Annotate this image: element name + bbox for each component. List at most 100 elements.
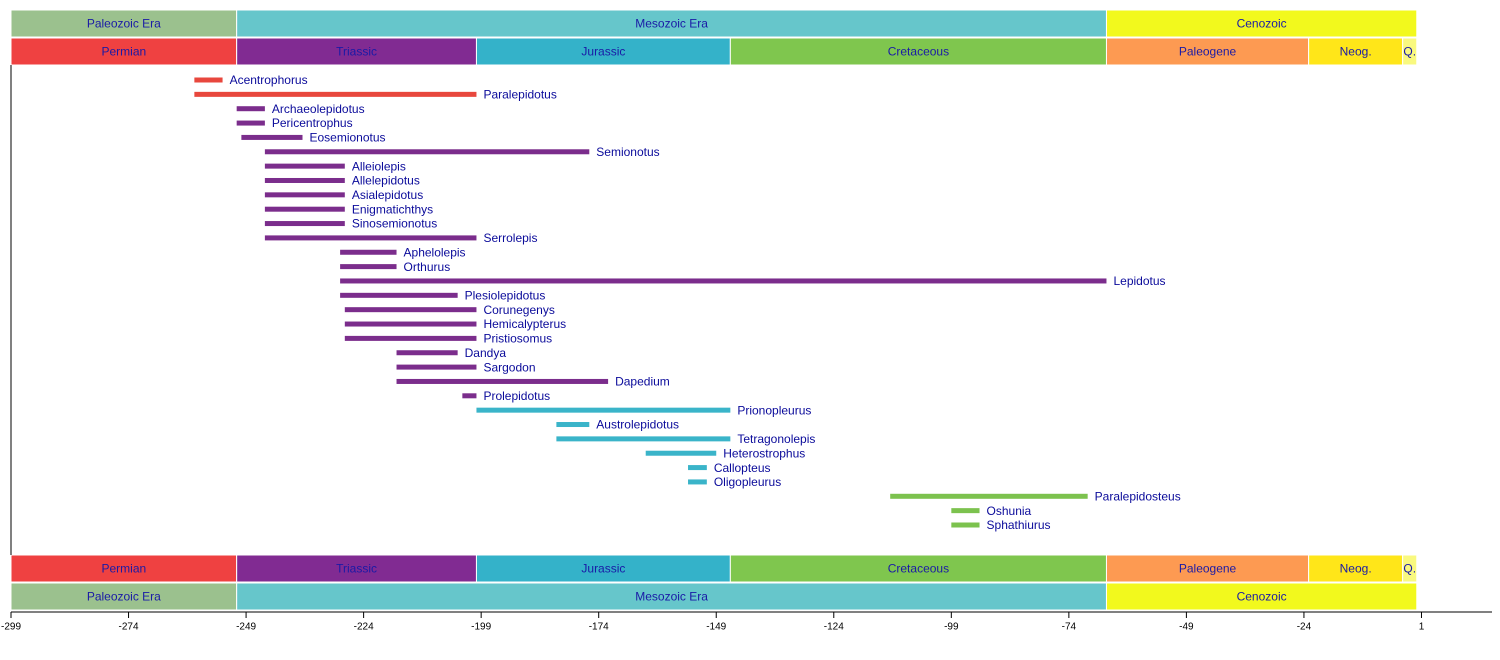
- range-bar: [645, 450, 717, 456]
- range-bar: [340, 292, 458, 298]
- bar-label: Plesiolepidotus: [465, 288, 546, 302]
- range-bar: [241, 134, 303, 140]
- range-bar: [396, 378, 609, 384]
- period-band-label: Q.: [1403, 45, 1416, 59]
- x-tick-label: -99: [944, 622, 959, 633]
- range-bar: [396, 364, 477, 370]
- x-tick-label: -224: [354, 622, 374, 633]
- period-band: [10, 554, 238, 583]
- period-band-label: Neog.: [1340, 562, 1372, 576]
- bar-label: Enigmatichthys: [352, 202, 433, 216]
- era-band-label: Mesozoic Era: [635, 590, 708, 604]
- range-bar: [340, 278, 1107, 284]
- era-band: [236, 9, 1107, 38]
- bar-label: Asialepidotus: [352, 188, 423, 202]
- bar-label: Sargodon: [483, 360, 535, 374]
- range-bar: [236, 120, 265, 126]
- bar-label: Dandya: [465, 346, 507, 360]
- period-band-label: Permian: [101, 562, 146, 576]
- bar-label: Acentrophorus: [230, 73, 308, 87]
- bar-label: Eosemionotus: [309, 131, 385, 145]
- x-tick-label: -199: [471, 622, 491, 633]
- bar-label: Oligopleurus: [714, 475, 781, 489]
- x-tick-label: -299: [1, 622, 21, 633]
- era-band-label: Paleozoic Era: [87, 17, 161, 31]
- era-band: [1105, 9, 1418, 38]
- range-bar: [344, 307, 477, 313]
- x-tick-label: 1: [1419, 622, 1425, 633]
- bar-label: Sinosemionotus: [352, 217, 437, 231]
- period-band-label: Paleogene: [1179, 562, 1237, 576]
- era-band: [1105, 582, 1418, 611]
- bar-label: Prionopleurus: [737, 403, 811, 417]
- range-bar: [688, 479, 707, 485]
- bar-label: Serrolepis: [483, 231, 537, 245]
- period-band-label: Neog.: [1340, 45, 1372, 59]
- range-bar: [236, 106, 265, 112]
- era-band-label: Mesozoic Era: [635, 17, 708, 31]
- period-band: [236, 554, 477, 583]
- range-bar: [462, 393, 477, 399]
- bar-label: Pericentrophus: [272, 116, 353, 130]
- period-band: [729, 37, 1107, 66]
- bar-label: Semionotus: [596, 145, 659, 159]
- range-bar: [396, 350, 458, 356]
- period-band-label: Cretaceous: [888, 45, 949, 59]
- bar-label: Paralepidotus: [483, 88, 556, 102]
- era-band: [236, 582, 1107, 611]
- range-bar: [344, 321, 477, 327]
- x-tick-label: -174: [589, 622, 609, 633]
- bar-label: Allelepidotus: [352, 174, 420, 188]
- bar-label: Hemicalypterus: [483, 317, 566, 331]
- bar-label: Paralepidosteus: [1095, 489, 1181, 503]
- range-bar: [556, 436, 731, 442]
- x-tick-label: -49: [1179, 622, 1194, 633]
- range-bar: [951, 522, 980, 528]
- period-band-label: Cretaceous: [888, 562, 949, 576]
- range-bar: [476, 407, 731, 413]
- bar-label: Archaeolepidotus: [272, 102, 365, 116]
- period-band: [1308, 554, 1404, 583]
- bar-label: Corunegenys: [483, 303, 554, 317]
- bar-label: Aphelolepis: [404, 245, 466, 259]
- period-band: [236, 37, 477, 66]
- x-tick-label: -274: [119, 622, 139, 633]
- range-bar: [264, 192, 345, 198]
- range-bar: [344, 335, 477, 341]
- period-band-label: Paleogene: [1179, 45, 1237, 59]
- bar-label: Lepidotus: [1113, 274, 1165, 288]
- period-band: [1308, 37, 1404, 66]
- x-tick-label: -124: [824, 622, 844, 633]
- range-bar: [194, 77, 223, 83]
- range-bar: [194, 91, 477, 97]
- period-band: [1105, 37, 1310, 66]
- period-band: [729, 554, 1107, 583]
- bar-label: Orthurus: [404, 260, 451, 274]
- period-band: [1105, 554, 1310, 583]
- period-band: [1402, 37, 1418, 66]
- period-band-label: Jurassic: [581, 45, 625, 59]
- bar-label: Pristiosomus: [483, 332, 552, 346]
- era-band: [10, 9, 238, 38]
- bar-label: Dapedium: [615, 375, 670, 389]
- period-band-label: Q.: [1403, 562, 1416, 576]
- x-tick-label: -249: [236, 622, 256, 633]
- period-band-label: Permian: [101, 45, 146, 59]
- era-band-label: Cenozoic: [1237, 590, 1287, 604]
- bar-label: Heterostrophus: [723, 446, 805, 460]
- range-bar: [264, 206, 345, 212]
- range-bar: [264, 221, 345, 227]
- period-band: [1402, 554, 1418, 583]
- period-band-label: Jurassic: [581, 562, 625, 576]
- bar-label: Oshunia: [987, 504, 1032, 518]
- period-band: [475, 37, 731, 66]
- range-bar: [556, 422, 590, 428]
- period-band-label: Triassic: [336, 562, 377, 576]
- bar-label: Austrolepidotus: [596, 418, 679, 432]
- range-bar: [264, 235, 477, 241]
- period-band-label: Triassic: [336, 45, 377, 59]
- period-band: [475, 554, 731, 583]
- range-bar: [688, 465, 707, 471]
- range-bar: [264, 149, 590, 155]
